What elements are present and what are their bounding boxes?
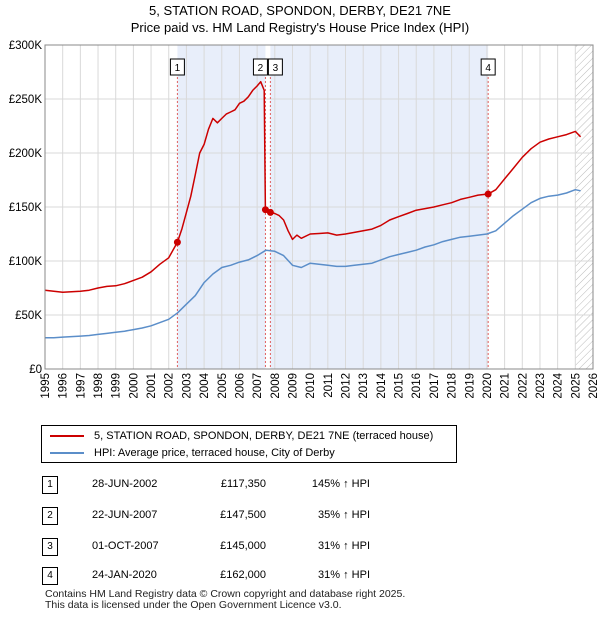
x-tick-label: 2026 (588, 373, 600, 399)
transaction-number-badge: 4 (42, 567, 58, 585)
x-tick-label: 2015 (394, 373, 406, 399)
x-tick-label: 2013 (358, 373, 370, 399)
transaction-date: 01-OCT-2007 (92, 540, 159, 552)
x-tick-label: 2006 (234, 373, 246, 399)
footer-copyright: Contains HM Land Registry data © Crown c… (45, 588, 406, 600)
transaction-number-badge: 2 (42, 507, 58, 525)
legend-swatch-hpi (50, 452, 84, 455)
marker-badge-label: 3 (273, 63, 279, 74)
x-tick-label: 2018 (447, 373, 459, 399)
marker-badge (252, 58, 268, 76)
footer-attribution: Contains HM Land Registry data © Crown c… (45, 589, 405, 611)
sale-point (266, 208, 274, 216)
legend-label-property: 5, STATION ROAD, SPONDON, DERBY, DE21 7N… (94, 430, 434, 442)
x-tick-label: 2001 (146, 373, 158, 399)
x-tick-label: 2022 (517, 373, 529, 399)
marker-badge (480, 58, 496, 76)
y-tick-label: £50K (15, 310, 42, 322)
x-tick-label: 1996 (58, 373, 70, 399)
x-tick-label: 2025 (570, 373, 582, 399)
transaction-row: 4 24-JAN-2020 £162,000 31% ↑ HPI (0, 567, 600, 587)
x-tick-label: 2008 (270, 373, 282, 399)
x-tick-label: 2010 (305, 373, 317, 399)
transaction-number-badge: 3 (42, 538, 58, 556)
chart-legend: 5, STATION ROAD, SPONDON, DERBY, DE21 7N… (41, 425, 457, 463)
x-tick-label: 2005 (217, 373, 229, 399)
x-tick-label: 2012 (341, 373, 353, 399)
marker-badge (267, 58, 283, 76)
x-tick-label: 2019 (464, 373, 476, 399)
transaction-price: £117,350 (220, 478, 266, 490)
marker-badge-label: 1 (175, 63, 181, 74)
transaction-hpi-change: 31% ↑ HPI (318, 569, 370, 581)
x-tick-label: 2002 (164, 373, 176, 399)
transaction-price: £147,500 (220, 509, 266, 521)
x-tick-label: 1997 (75, 373, 87, 399)
chart-title-address: 5, STATION ROAD, SPONDON, DERBY, DE21 7N… (149, 3, 451, 18)
plot-frame (44, 44, 594, 370)
x-tick-label: 2021 (500, 373, 512, 399)
sale-point (173, 238, 181, 246)
x-tick-label: 2017 (429, 373, 441, 399)
transaction-date: 22-JUN-2007 (92, 509, 158, 521)
legend-swatch-property (50, 435, 84, 438)
legend-label-hpi: HPI: Average price, terraced house, City… (94, 447, 335, 459)
x-tick-label: 2023 (535, 373, 547, 399)
y-tick-label: £300K (9, 40, 43, 52)
marker-badge-label: 4 (485, 63, 491, 74)
x-tick-label: 2016 (411, 373, 423, 399)
x-tick-label: 1998 (93, 373, 105, 399)
transaction-hpi-change: 145% ↑ HPI (311, 478, 370, 490)
transaction-hpi-change: 35% ↑ HPI (318, 509, 370, 521)
transaction-date: 24-JAN-2020 (92, 569, 157, 581)
legend-entry-hpi: HPI: Average price, terraced house, City… (50, 445, 335, 461)
y-tick-label: £150K (9, 202, 43, 214)
y-tick-label: £0 (29, 364, 42, 376)
transaction-row: 1 28-JUN-2002 £117,350 145% ↑ HPI (0, 476, 600, 496)
x-tick-label: 2011 (323, 373, 335, 398)
x-tick-label: 2003 (181, 373, 193, 399)
x-tick-label: 2024 (553, 372, 565, 398)
transaction-price: £145,000 (220, 540, 266, 552)
transaction-hpi-change: 31% ↑ HPI (318, 540, 370, 552)
y-tick-label: £250K (9, 94, 43, 106)
x-tick-label: 2000 (128, 373, 140, 399)
transaction-number-badge: 1 (42, 476, 58, 494)
chart-title-subtitle: Price paid vs. HM Land Registry's House … (130, 20, 470, 35)
y-tick-label: £200K (9, 148, 43, 160)
x-tick-label: 2004 (199, 372, 211, 398)
x-tick-label: 2020 (482, 373, 494, 399)
transaction-price: £162,000 (220, 569, 266, 581)
price-chart: 1 2 3 4 £0 £50K £100K £150K £200K £250K £300K 1995 1… (9, 40, 600, 399)
hpi-series-line (45, 188, 581, 339)
transaction-date: 28-JUN-2002 (92, 478, 158, 490)
marker-badge (169, 58, 185, 76)
x-tick-label: 2007 (252, 373, 264, 399)
marker-badge-label: 2 (258, 63, 264, 74)
y-tick-label: £100K (9, 256, 43, 268)
x-tick-label: 1999 (111, 373, 123, 399)
transaction-row: 2 22-JUN-2007 £147,500 35% ↑ HPI (0, 507, 600, 527)
sale-point (484, 190, 492, 198)
x-tick-label: 2014 (376, 372, 388, 398)
legend-entry-property: 5, STATION ROAD, SPONDON, DERBY, DE21 7N… (50, 428, 433, 444)
x-tick-label: 1995 (40, 373, 52, 399)
footer-licence: This data is licensed under the Open Gov… (45, 599, 342, 611)
transaction-row: 3 01-OCT-2007 £145,000 31% ↑ HPI (0, 538, 600, 558)
x-tick-label: 2009 (287, 373, 299, 399)
